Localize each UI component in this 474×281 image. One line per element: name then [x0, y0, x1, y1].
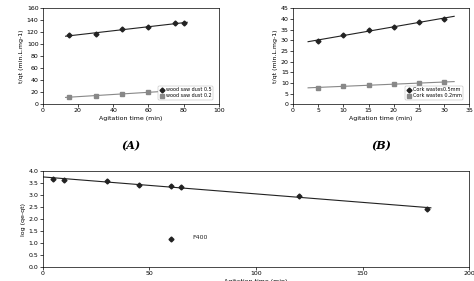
X-axis label: Agitation time (min): Agitation time (min): [349, 116, 413, 121]
Text: (A): (A): [121, 140, 140, 151]
Cork wastes 0.2mm: [340, 84, 346, 88]
Line: Cork wastes0.5mm: Cork wastes0.5mm: [317, 17, 446, 43]
wood saw dust 0.2: [66, 95, 72, 99]
F400: [104, 180, 109, 183]
Legend: Cork wastes0.5mm, Cork wastes 0.2mm: Cork wastes0.5mm, Cork wastes 0.2mm: [405, 86, 463, 100]
F400: [424, 207, 429, 210]
Cork wastes 0.2mm: [315, 86, 321, 89]
Line: Cork wastes 0.2mm: Cork wastes 0.2mm: [317, 80, 446, 89]
wood saw dust 0.2: [119, 92, 125, 96]
Text: F400: F400: [192, 235, 207, 241]
wood saw dust 0.5: [66, 34, 72, 37]
F400: [296, 195, 301, 198]
Y-axis label: t/qt (min.L.mg-1): t/qt (min.L.mg-1): [273, 30, 278, 83]
F400: [168, 184, 173, 188]
X-axis label: Agitation time (min): Agitation time (min): [99, 116, 163, 121]
Cork wastes0.5mm: [391, 25, 397, 28]
F400: [136, 183, 141, 187]
Legend: wood saw dust 0.5, wood saw dust 0.2: wood saw dust 0.5, wood saw dust 0.2: [158, 86, 213, 100]
Line: F400: F400: [52, 177, 428, 210]
wood saw dust 0.2: [172, 89, 178, 93]
F400: [50, 177, 56, 181]
Cork wastes 0.2mm: [441, 80, 447, 83]
wood saw dust 0.5: [119, 28, 125, 31]
wood saw dust 0.5: [172, 22, 178, 25]
F400: [178, 185, 184, 189]
Y-axis label: log (qe-qt): log (qe-qt): [21, 203, 26, 235]
Cork wastes0.5mm: [441, 17, 447, 21]
wood saw dust 0.5: [146, 25, 151, 29]
wood saw dust 0.5: [181, 21, 187, 24]
Line: wood saw dust 0.5: wood saw dust 0.5: [67, 21, 185, 37]
F400: [61, 178, 67, 181]
Cork wastes 0.2mm: [416, 82, 422, 85]
wood saw dust 0.2: [146, 90, 151, 94]
Cork wastes0.5mm: [365, 28, 371, 31]
Text: (B): (B): [371, 140, 391, 151]
Line: wood saw dust 0.2: wood saw dust 0.2: [67, 88, 185, 99]
Y-axis label: t/qt (min.L.mg-1): t/qt (min.L.mg-1): [19, 30, 24, 83]
Cork wastes 0.2mm: [365, 83, 371, 87]
X-axis label: Agitation time (min): Agitation time (min): [224, 279, 288, 281]
wood saw dust 0.2: [181, 88, 187, 92]
wood saw dust 0.2: [93, 94, 99, 98]
Cork wastes0.5mm: [315, 40, 321, 43]
wood saw dust 0.5: [93, 32, 99, 35]
Cork wastes0.5mm: [340, 33, 346, 37]
Cork wastes 0.2mm: [391, 83, 397, 86]
Cork wastes0.5mm: [416, 21, 422, 24]
